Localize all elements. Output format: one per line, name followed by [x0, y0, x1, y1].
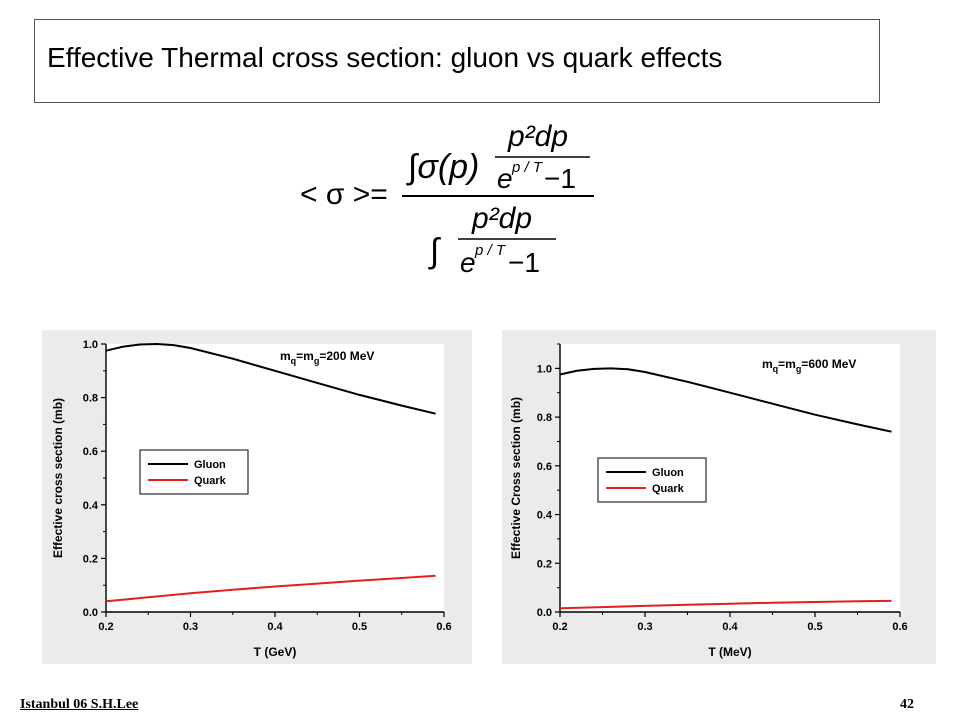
x-tick-label: 0.2 [98, 621, 113, 633]
annotation-part: =m [778, 357, 796, 371]
legend: Gluon Quark [139, 449, 249, 495]
x-axis-label: T (MeV) [708, 645, 751, 659]
series-line-quark [105, 574, 436, 603]
formula: < σ >= ∫σ(p) p²dp e p / T −1 ∫ p²dp e p … [300, 120, 594, 278]
annotation-part: =600 MeV [801, 357, 856, 371]
numerator-den-exp: p / T [511, 159, 544, 176]
chart-right: 0.2 0.3 0.4 0.5 0.60.00.20.40.60.81.0T (MeV)… [502, 330, 936, 664]
numerator-den-tail: −1 [544, 163, 576, 194]
denominator-frac-num: p²dp [471, 202, 532, 235]
chart-left: 0.2 0.3 0.4 0.5 0.60.00.20.40.60.81.0T (GeV)… [42, 330, 472, 664]
legend-label-gluon: Gluon [652, 467, 684, 479]
footer-credit: Istanbul 06 S.H.Lee [20, 697, 139, 712]
annotation-part: g [796, 364, 802, 374]
annotation-part: =m [296, 349, 314, 363]
slide-title: Effective Thermal cross section: gluon v… [47, 42, 723, 73]
series-line-gluon [559, 367, 892, 433]
x-tick-label: 0.5 [807, 621, 822, 633]
y-tick-label: 0.6 [83, 446, 98, 458]
annotation-part: q [291, 356, 297, 366]
x-tick-label: 0.5 [352, 621, 367, 633]
series-line-gluon [105, 342, 436, 415]
x-axis-label: T (GeV) [254, 645, 297, 659]
x-tick-label: 0.2 [552, 621, 567, 633]
annotation-part: m [280, 349, 291, 363]
y-tick-label: 0.0 [537, 607, 552, 619]
numerator-frac-num: p²dp [507, 120, 568, 153]
y-axis-label: Effective cross section (mb) [51, 398, 65, 558]
x-tick-label: 0.6 [436, 621, 451, 633]
legend-box [139, 449, 249, 495]
annotation-part: g [314, 356, 320, 366]
annotation-part: =200 MeV [319, 349, 374, 363]
numerator-den-base: e [497, 163, 513, 194]
y-tick-label: 0.8 [537, 412, 552, 424]
x-tick-label: 0.6 [892, 621, 907, 633]
title-box: Effective Thermal cross section: gluon v… [34, 19, 880, 103]
y-axis-label: Effective Cross section (mb) [509, 397, 523, 559]
legend: Gluon Quark [597, 457, 707, 503]
x-tick-label: 0.3 [637, 621, 652, 633]
numerator-integral: ∫σ(p) [406, 148, 479, 186]
annotation-part: m [762, 357, 773, 371]
legend-label-quark: Quark [652, 483, 685, 495]
denominator-den-exp: p / T [474, 242, 507, 259]
formula-lhs: < σ >= [300, 178, 388, 211]
y-tick-label: 0.8 [83, 393, 98, 405]
x-tick-label: 0.3 [183, 621, 198, 633]
mass-annotation: mq=mg=200 MeV [280, 349, 374, 366]
y-tick-label: 0.2 [83, 553, 98, 565]
y-tick-label: 1.0 [83, 339, 98, 351]
y-tick-label: 0.4 [83, 500, 99, 512]
annotation-part: q [773, 364, 779, 374]
x-tick-label: 0.4 [722, 621, 738, 633]
denominator-integral: ∫ [428, 232, 441, 270]
y-tick-label: 0.2 [537, 558, 552, 570]
y-tick-label: 0.0 [83, 607, 98, 619]
x-tick-label: 0.4 [267, 621, 283, 633]
denominator-den-base: e [460, 247, 476, 278]
page-number: 42 [900, 697, 914, 712]
series-line-quark [559, 599, 892, 610]
y-tick-label: 0.6 [537, 461, 552, 473]
y-tick-label: 1.0 [537, 363, 552, 375]
legend-box [597, 457, 707, 503]
denominator-den-tail: −1 [508, 247, 540, 278]
y-tick-label: 0.4 [537, 510, 553, 522]
mass-annotation: mq=mg=600 MeV [762, 357, 856, 374]
legend-label-gluon: Gluon [194, 459, 226, 471]
legend-label-quark: Quark [194, 475, 227, 487]
